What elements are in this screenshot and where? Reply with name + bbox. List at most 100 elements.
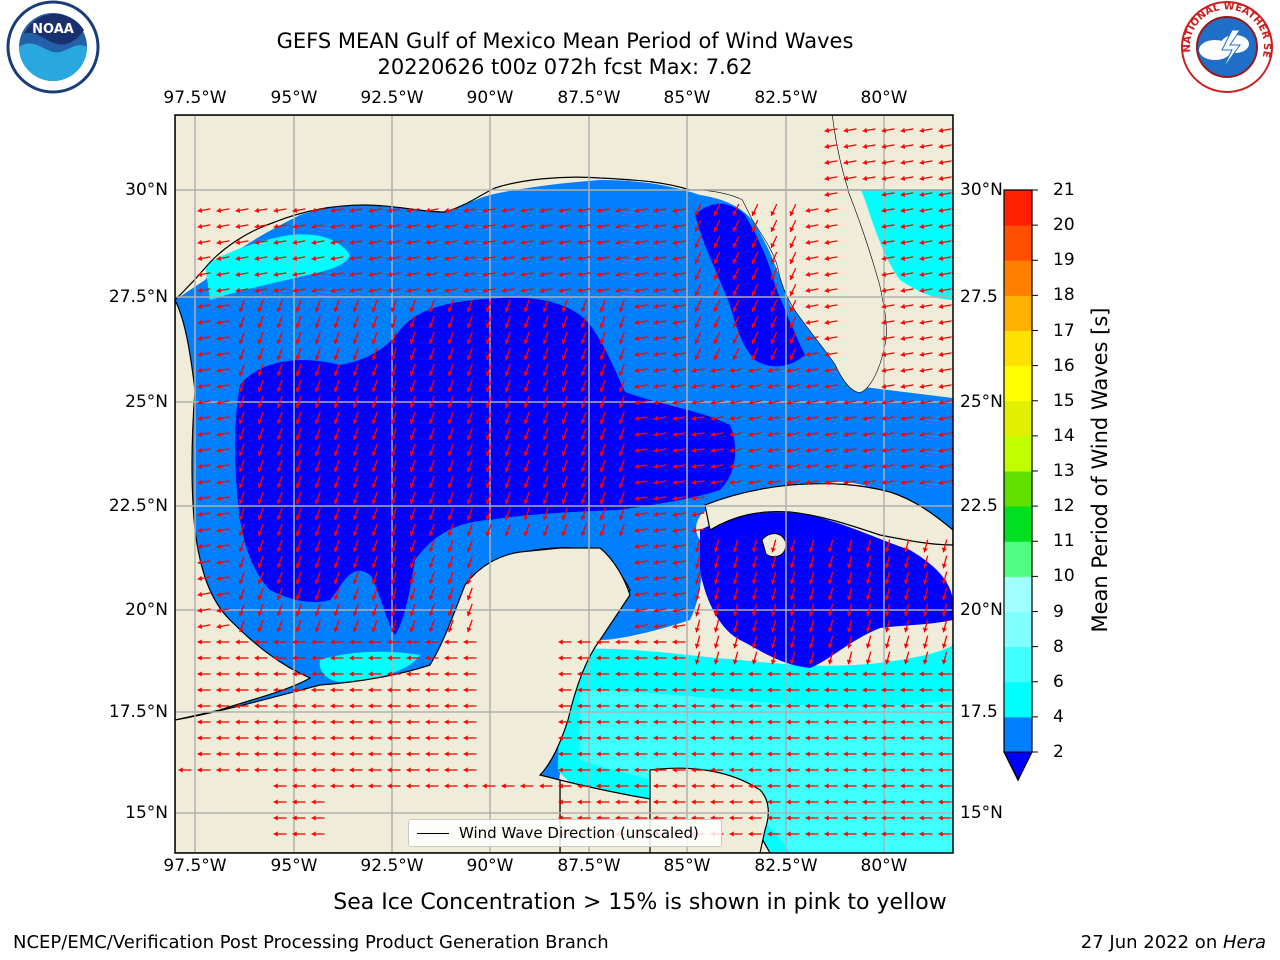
wave-direction-arrow: [390, 539, 397, 553]
wave-direction-arrow: [197, 623, 211, 630]
lat-label: 25°N: [960, 392, 1003, 412]
wave-direction-arrow: [314, 555, 321, 569]
wave-direction-arrow: [691, 415, 705, 422]
wave-direction-arrow: [409, 523, 416, 537]
wave-direction-arrow: [273, 799, 287, 805]
wave-direction-arrow: [805, 239, 819, 246]
wave-direction-arrow: [615, 287, 629, 294]
wave-direction-arrow: [330, 239, 344, 246]
wave-direction-arrow: [197, 671, 211, 677]
wave-direction-arrow: [824, 335, 838, 342]
wave-direction-arrow: [257, 587, 264, 601]
wave-direction-arrow: [333, 347, 340, 361]
wave-direction-arrow: [428, 507, 435, 521]
wave-direction-arrow: [615, 719, 629, 725]
wave-direction-arrow: [881, 383, 895, 390]
wave-direction-arrow: [938, 351, 952, 358]
wave-direction-arrow: [444, 223, 458, 230]
wave-direction-arrow: [615, 223, 629, 230]
wave-direction-arrow: [504, 427, 511, 441]
wave-direction-arrow: [485, 411, 492, 425]
colorbar-tick-label: 4: [1053, 706, 1064, 727]
wave-direction-arrow: [919, 303, 933, 310]
wave-direction-arrow: [314, 443, 321, 457]
wave-direction-arrow: [409, 491, 416, 505]
wave-direction-arrow: [938, 783, 952, 789]
wave-direction-arrow: [216, 655, 230, 661]
wave-direction-arrow: [710, 463, 724, 470]
wave-direction-arrow: [523, 427, 530, 441]
wave-direction-arrow: [425, 287, 439, 294]
wave-direction-arrow: [710, 687, 724, 693]
wave-direction-arrow: [276, 459, 283, 473]
wave-direction-arrow: [694, 235, 702, 249]
wave-direction-arrow: [805, 767, 819, 773]
wave-direction-arrow: [748, 831, 762, 837]
wave-direction-arrow: [843, 687, 857, 693]
wave-direction-arrow: [333, 523, 340, 537]
wave-direction-arrow: [634, 319, 648, 326]
wave-direction-arrow: [257, 331, 264, 345]
wave-direction-arrow: [333, 379, 340, 393]
wave-direction-arrow: [672, 479, 686, 486]
wave-direction-arrow: [938, 463, 952, 470]
wave-direction-arrow: [732, 587, 739, 601]
colorbar-segment: [1004, 576, 1032, 612]
wave-direction-arrow: [580, 363, 587, 377]
wave-direction-arrow: [273, 815, 287, 821]
wave-direction-arrow: [311, 719, 325, 725]
wave-direction-arrow: [197, 207, 211, 214]
wave-direction-arrow: [216, 399, 230, 406]
colorbar-title: Mean Period of Wind Waves [s]: [1088, 307, 1112, 633]
wave-direction-arrow: [425, 639, 439, 645]
wave-direction-arrow: [276, 539, 283, 553]
wave-direction-arrow: [406, 287, 420, 294]
wave-direction-arrow: [463, 655, 477, 661]
wave-direction-arrow: [653, 383, 667, 390]
wave-direction-arrow: [729, 415, 743, 422]
colorbar-frame: [1003, 189, 1033, 782]
wave-direction-arrow: [330, 639, 344, 645]
wave-direction-arrow: [387, 735, 401, 741]
wave-direction-arrow: [580, 507, 587, 521]
wave-direction-arrow: [824, 303, 838, 310]
wave-direction-arrow: [428, 299, 435, 313]
colorbar-segment: [1004, 365, 1032, 402]
wave-direction-arrow: [368, 671, 382, 677]
wave-direction-arrow: [197, 559, 211, 566]
wave-direction-arrow: [691, 399, 705, 406]
wave-direction-arrow: [862, 751, 876, 757]
wave-direction-arrow: [922, 635, 929, 649]
wave-direction-arrow: [409, 587, 416, 601]
wave-direction-arrow: [485, 363, 492, 377]
wave-direction-arrow: [580, 331, 587, 345]
wave-direction-arrow: [520, 239, 534, 246]
wave-direction-arrow: [596, 783, 610, 789]
wave-direction-arrow: [691, 495, 705, 502]
wave-direction-arrow: [691, 783, 705, 789]
wave-direction-arrow: [865, 619, 872, 633]
wave-direction-arrow: [409, 411, 416, 425]
wave-direction-arrow: [466, 443, 473, 457]
colorbar-segment: [1004, 471, 1032, 507]
wave-direction-arrow: [919, 319, 933, 326]
wave-direction-arrow: [561, 363, 568, 377]
wave-direction-arrow: [330, 671, 344, 677]
wave-direction-arrow: [349, 671, 363, 677]
wave-direction-arrow: [197, 735, 211, 741]
lat-label: 22.5°N: [108, 496, 168, 516]
wave-direction-arrow: [295, 523, 302, 537]
wave-direction-arrow: [881, 815, 895, 821]
wave-direction-arrow: [235, 271, 249, 278]
wave-direction-arrow: [257, 555, 264, 569]
wave-direction-arrow: [463, 767, 477, 773]
noaa-logo: NOAA: [6, 0, 100, 94]
wave-direction-arrow: [691, 511, 705, 518]
wave-direction-arrow: [618, 475, 625, 489]
wave-direction-arrow: [425, 687, 439, 693]
wave-direction-arrow: [238, 363, 245, 377]
wave-direction-arrow: [273, 703, 287, 709]
wave-direction-arrow: [634, 463, 648, 470]
wave-direction-arrow: [197, 655, 211, 661]
wave-direction-arrow: [653, 687, 667, 693]
